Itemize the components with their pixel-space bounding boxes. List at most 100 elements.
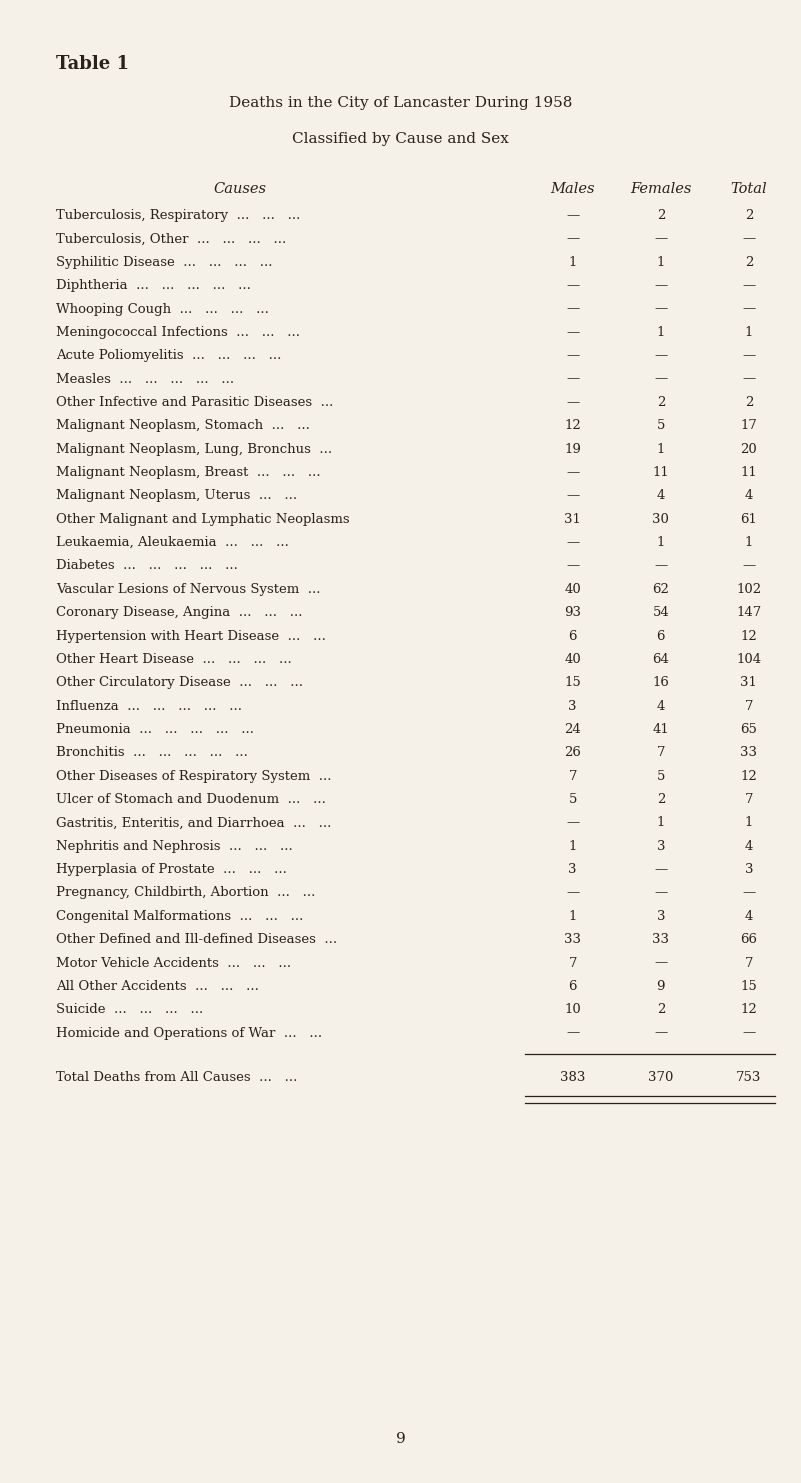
Text: —: — [654,863,667,876]
Text: 12: 12 [741,629,757,642]
Text: 1: 1 [657,537,665,549]
Text: Table 1: Table 1 [56,55,129,73]
Text: 383: 383 [560,1071,586,1084]
Point [520,1087,529,1105]
Text: 9: 9 [657,980,665,994]
Text: 4: 4 [745,839,753,853]
Text: 30: 30 [652,513,670,526]
Text: Homicide and Operations of War  ...   ...: Homicide and Operations of War ... ... [56,1026,322,1040]
Text: 6: 6 [569,629,577,642]
Text: Malignant Neoplasm, Uterus  ...   ...: Malignant Neoplasm, Uterus ... ... [56,489,297,503]
Text: Syphilitic Disease  ...   ...   ...   ...: Syphilitic Disease ... ... ... ... [56,255,272,268]
Text: 2: 2 [657,1003,665,1016]
Point [520,1094,529,1112]
Text: —: — [654,233,667,246]
Text: 16: 16 [652,676,670,690]
Text: 15: 15 [565,676,581,690]
Text: Meningococcal Infections  ...   ...   ...: Meningococcal Infections ... ... ... [56,326,300,340]
Text: Classified by Cause and Sex: Classified by Cause and Sex [292,132,509,145]
Text: Total Deaths from All Causes  ...   ...: Total Deaths from All Causes ... ... [56,1071,297,1084]
Text: 370: 370 [648,1071,674,1084]
Text: 15: 15 [741,980,757,994]
Text: 1: 1 [569,839,577,853]
Text: Influenza  ...   ...   ...   ...   ...: Influenza ... ... ... ... ... [56,700,242,713]
Text: Leukaemia, Aleukaemia  ...   ...   ...: Leukaemia, Aleukaemia ... ... ... [56,537,289,549]
Text: Diabetes  ...   ...   ...   ...   ...: Diabetes ... ... ... ... ... [56,559,238,572]
Text: Coronary Disease, Angina  ...   ...   ...: Coronary Disease, Angina ... ... ... [56,607,303,620]
Text: —: — [566,537,579,549]
Text: 3: 3 [657,839,665,853]
Text: 1: 1 [569,911,577,922]
Text: Other Infective and Parasitic Diseases  ...: Other Infective and Parasitic Diseases .… [56,396,333,409]
Text: 5: 5 [657,420,665,433]
Text: 11: 11 [653,466,669,479]
Text: 62: 62 [652,583,670,596]
Text: 2: 2 [745,396,753,409]
Text: 3: 3 [657,911,665,922]
Text: —: — [743,559,755,572]
Text: 12: 12 [565,420,581,433]
Text: —: — [654,957,667,970]
Text: Ulcer of Stomach and Duodenum  ...   ...: Ulcer of Stomach and Duodenum ... ... [56,793,326,807]
Point [771,1046,780,1063]
Text: 147: 147 [736,607,762,620]
Text: Whooping Cough  ...   ...   ...   ...: Whooping Cough ... ... ... ... [56,303,269,316]
Text: 40: 40 [565,583,581,596]
Text: Pregnancy, Childbirth, Abortion  ...   ...: Pregnancy, Childbirth, Abortion ... ... [56,887,316,900]
Text: Total: Total [731,182,767,196]
Text: —: — [566,209,579,222]
Text: —: — [566,816,579,829]
Text: 1: 1 [657,326,665,340]
Text: 17: 17 [740,420,758,433]
Text: 7: 7 [569,770,577,783]
Text: Other Malignant and Lymphatic Neoplasms: Other Malignant and Lymphatic Neoplasms [56,513,350,526]
Text: —: — [743,279,755,292]
Text: 1: 1 [657,816,665,829]
Text: Malignant Neoplasm, Lung, Bronchus  ...: Malignant Neoplasm, Lung, Bronchus ... [56,443,332,455]
Text: 4: 4 [657,700,665,713]
Text: Deaths in the City of Lancaster During 1958: Deaths in the City of Lancaster During 1… [229,96,572,110]
Text: —: — [566,303,579,316]
Text: —: — [654,303,667,316]
Text: Gastritis, Enteritis, and Diarrhoea  ...   ...: Gastritis, Enteritis, and Diarrhoea ... … [56,816,332,829]
Point [771,1087,780,1105]
Text: Malignant Neoplasm, Stomach  ...   ...: Malignant Neoplasm, Stomach ... ... [56,420,310,433]
Text: 61: 61 [740,513,758,526]
Text: 31: 31 [564,513,582,526]
Text: —: — [566,372,579,386]
Text: Other Defined and Ill-defined Diseases  ...: Other Defined and Ill-defined Diseases .… [56,933,337,946]
Text: —: — [743,350,755,362]
Text: —: — [566,1026,579,1040]
Text: Vascular Lesions of Nervous System  ...: Vascular Lesions of Nervous System ... [56,583,320,596]
Text: Females: Females [630,182,691,196]
Text: 753: 753 [736,1071,762,1084]
Text: —: — [654,1026,667,1040]
Text: —: — [566,887,579,900]
Text: 12: 12 [741,1003,757,1016]
Text: —: — [654,887,667,900]
Text: Congenital Malformations  ...   ...   ...: Congenital Malformations ... ... ... [56,911,304,922]
Text: —: — [566,350,579,362]
Text: 33: 33 [740,746,758,759]
Text: —: — [743,887,755,900]
Text: Other Heart Disease  ...   ...   ...   ...: Other Heart Disease ... ... ... ... [56,653,292,666]
Text: —: — [566,279,579,292]
Text: Tuberculosis, Respiratory  ...   ...   ...: Tuberculosis, Respiratory ... ... ... [56,209,300,222]
Text: 104: 104 [736,653,762,666]
Point [771,1094,780,1112]
Text: —: — [743,303,755,316]
Text: —: — [566,326,579,340]
Text: Males: Males [550,182,595,196]
Text: 33: 33 [564,933,582,946]
Text: —: — [654,372,667,386]
Text: 54: 54 [653,607,669,620]
Text: 7: 7 [745,700,753,713]
Text: Pneumonia  ...   ...   ...   ...   ...: Pneumonia ... ... ... ... ... [56,724,254,736]
Text: 1: 1 [657,255,665,268]
Text: All Other Accidents  ...   ...   ...: All Other Accidents ... ... ... [56,980,259,994]
Text: Malignant Neoplasm, Breast  ...   ...   ...: Malignant Neoplasm, Breast ... ... ... [56,466,320,479]
Text: 31: 31 [740,676,758,690]
Text: 3: 3 [569,700,577,713]
Text: 2: 2 [745,209,753,222]
Text: Causes: Causes [214,182,267,196]
